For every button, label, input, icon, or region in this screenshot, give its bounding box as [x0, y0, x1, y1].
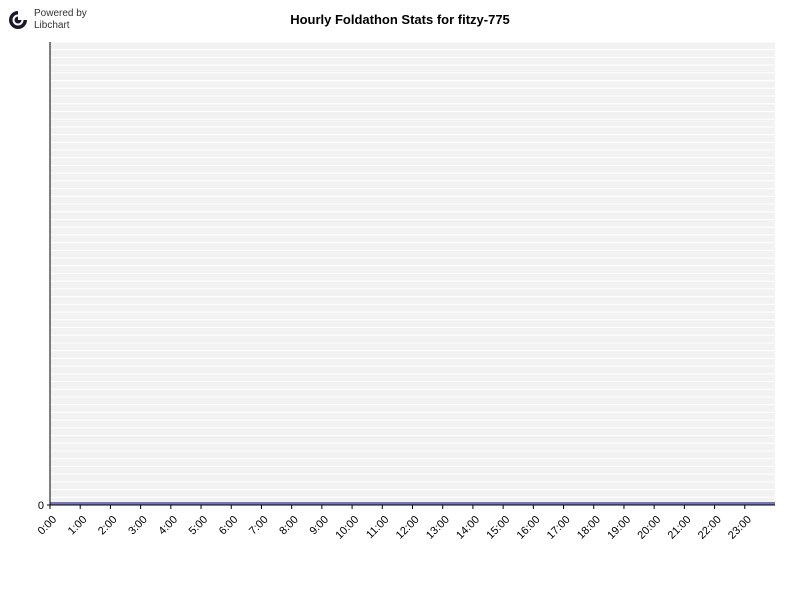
brand-name: Libchart	[34, 20, 87, 32]
svg-text:17:00: 17:00	[545, 514, 573, 542]
chart-canvas: 0 0:001:002:003:004:00 5:006:007:008:009:0…	[20, 40, 780, 550]
svg-text:5:00: 5:00	[187, 514, 211, 538]
svg-text:10:00: 10:00	[333, 514, 361, 542]
svg-text:3:00: 3:00	[126, 514, 150, 538]
svg-text:8:00: 8:00	[277, 514, 301, 538]
brand-logo-area: Powered by Libchart	[8, 8, 87, 32]
powered-by-label: Powered by	[34, 8, 87, 20]
svg-text:23:00: 23:00	[726, 514, 754, 542]
svg-text:18:00: 18:00	[575, 514, 603, 542]
svg-text:16:00: 16:00	[515, 514, 543, 542]
svg-text:0:00: 0:00	[36, 514, 60, 538]
svg-text:2:00: 2:00	[96, 514, 120, 538]
svg-text:11:00: 11:00	[364, 514, 391, 541]
svg-text:6:00: 6:00	[217, 514, 241, 538]
svg-text:1:00: 1:00	[66, 514, 90, 538]
svg-text:22:00: 22:00	[696, 514, 724, 542]
svg-text:19:00: 19:00	[605, 514, 633, 542]
chart-title: Hourly Foldathon Stats for fitzy-775	[290, 12, 510, 27]
svg-text:21:00: 21:00	[666, 514, 694, 542]
svg-text:9:00: 9:00	[307, 514, 331, 538]
svg-text:0: 0	[38, 500, 44, 512]
brand-text: Powered by Libchart	[34, 8, 87, 32]
svg-text:13:00: 13:00	[424, 514, 452, 542]
svg-text:4:00: 4:00	[156, 514, 180, 538]
svg-text:20:00: 20:00	[635, 514, 663, 542]
svg-text:7:00: 7:00	[247, 514, 271, 538]
chart-wrapper: 0 0:001:002:003:004:00 5:006:007:008:009:0…	[20, 40, 780, 550]
svg-text:12:00: 12:00	[394, 514, 422, 542]
libchart-logo-icon	[8, 10, 28, 30]
svg-text:15:00: 15:00	[484, 514, 512, 542]
svg-text:14:00: 14:00	[454, 514, 482, 542]
